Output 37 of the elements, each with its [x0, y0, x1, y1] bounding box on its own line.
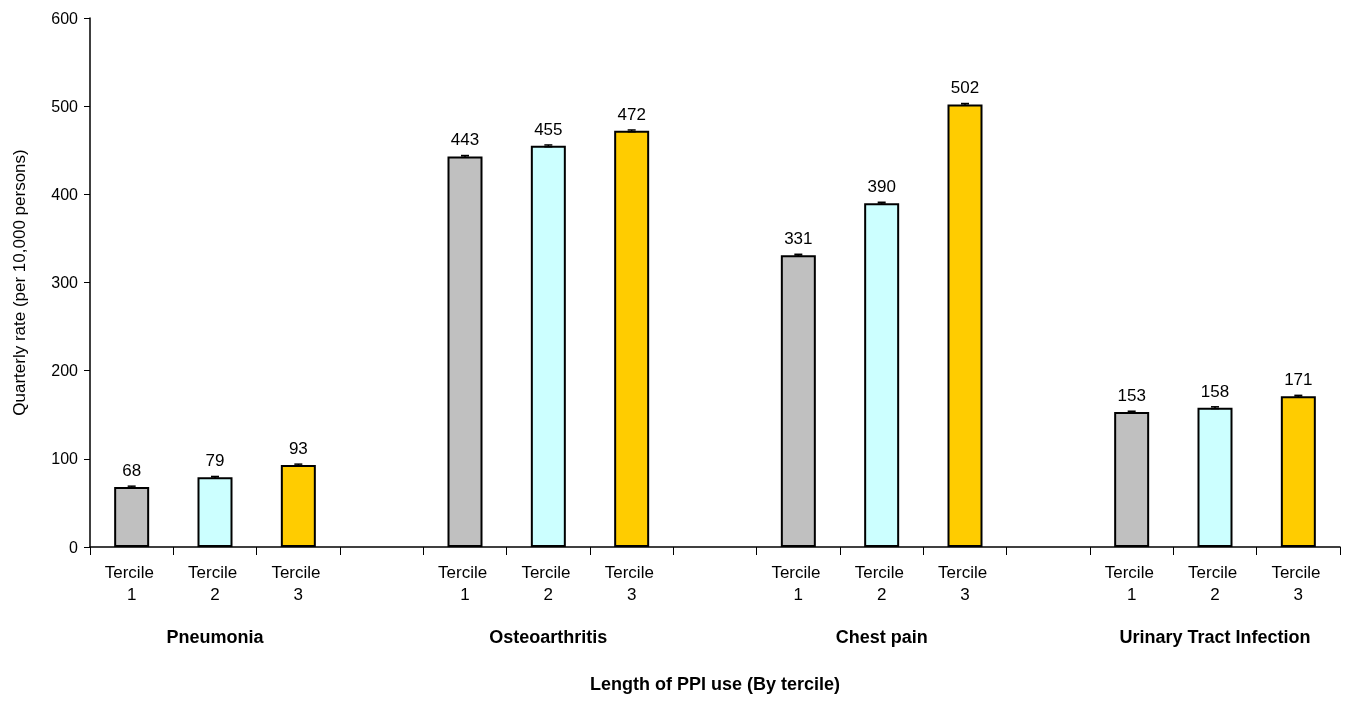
x-tick-label: Tercile 3 [1271, 562, 1326, 604]
x-tick-label: Tercile 3 [271, 562, 326, 604]
x-tick-label: Tercile 3 [604, 562, 659, 604]
text: Chest pain [835, 627, 928, 647]
data-label: 455 [534, 119, 563, 139]
text: Urinary Tract Infection [1119, 627, 1311, 647]
data-label: 331 [784, 229, 813, 249]
data-label: 443 [450, 130, 480, 150]
y-tick-label: 600 [51, 9, 79, 27]
x-tick-label: Tercile 1 [438, 562, 492, 604]
y-tick-label: 400 [51, 185, 79, 203]
data-label: 93 [288, 439, 308, 459]
data-label: 390 [867, 177, 896, 197]
data-label: 68 [122, 461, 142, 481]
x-tick-label: Tercile 3 [938, 562, 992, 604]
y-tick-label: 300 [51, 274, 79, 291]
y-tick-label: 500 [51, 97, 79, 115]
x-tick-label: Tercile 2 [1188, 562, 1242, 604]
x-tick-label: Tercile 2 [854, 562, 909, 604]
x-axis-title: Length of PPI use (By tercile) [589, 674, 841, 694]
y-tick-label: 0 [69, 538, 79, 556]
data-label: 153 [1117, 386, 1146, 406]
x-tick-label: Tercile 1 [1104, 562, 1159, 604]
data-label: 171 [1284, 370, 1313, 390]
x-tick-label: Tercile 2 [188, 562, 242, 604]
x-tick-label: Tercile 1 [771, 562, 826, 604]
y-tick-label: 100 [51, 450, 79, 468]
text: Osteoarthritis [489, 627, 608, 647]
x-tick-label: Tercile 1 [104, 562, 159, 604]
data-label: 472 [617, 104, 646, 124]
data-label: 502 [950, 78, 980, 98]
text: Pneumonia [166, 627, 265, 647]
y-tick-label: 200 [51, 362, 79, 380]
data-label: 79 [205, 451, 225, 471]
data-label: 158 [1200, 381, 1230, 401]
x-tick-label: Tercile 2 [521, 562, 576, 604]
y-axis-title: Quarterly rate (per 10,000 persons) [10, 149, 29, 416]
